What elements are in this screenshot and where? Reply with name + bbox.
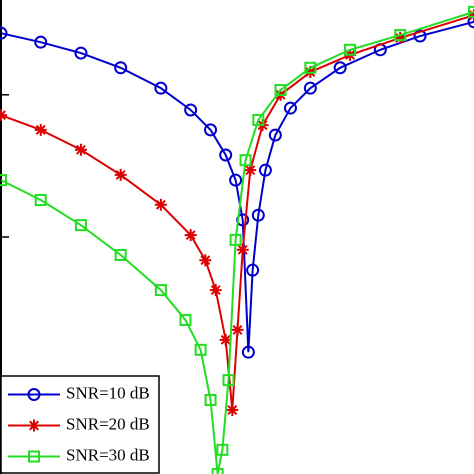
marker bbox=[246, 263, 260, 277]
marker bbox=[74, 143, 87, 156]
marker bbox=[209, 284, 222, 297]
legend-label: SNR=10 dB bbox=[66, 383, 150, 402]
marker bbox=[268, 128, 282, 142]
marker bbox=[154, 198, 167, 211]
legend: SNR=10 dB SNR=20 dB SNR=30 dB bbox=[0, 375, 160, 474]
marker bbox=[154, 284, 167, 297]
marker bbox=[154, 81, 168, 95]
legend-marker bbox=[27, 388, 41, 401]
marker bbox=[199, 254, 212, 267]
marker bbox=[0, 109, 7, 122]
marker bbox=[114, 61, 128, 75]
series-line bbox=[0, 10, 474, 474]
marker bbox=[34, 123, 47, 136]
marker bbox=[241, 345, 255, 359]
series-line bbox=[0, 14, 474, 411]
marker bbox=[216, 443, 229, 456]
marker bbox=[274, 84, 287, 97]
marker bbox=[34, 35, 48, 49]
marker bbox=[74, 46, 88, 60]
marker bbox=[394, 29, 407, 42]
marker bbox=[244, 164, 257, 177]
marker bbox=[252, 113, 265, 126]
legend-marker bbox=[28, 419, 40, 432]
marker bbox=[222, 374, 235, 387]
marker bbox=[114, 249, 127, 262]
marker bbox=[204, 123, 218, 137]
marker bbox=[194, 343, 207, 356]
marker bbox=[226, 404, 239, 417]
legend-marker bbox=[28, 450, 40, 463]
marker bbox=[304, 61, 317, 74]
marker bbox=[231, 323, 244, 336]
legend-label: SNR=20 dB bbox=[66, 414, 150, 433]
marker bbox=[179, 313, 192, 326]
marker bbox=[219, 148, 233, 162]
marker bbox=[236, 243, 249, 256]
marker bbox=[184, 103, 198, 117]
marker bbox=[467, 15, 474, 29]
marker bbox=[229, 173, 243, 187]
marker bbox=[303, 81, 317, 95]
marker bbox=[251, 208, 265, 222]
marker bbox=[114, 168, 127, 181]
series-line bbox=[0, 20, 474, 353]
marker bbox=[34, 194, 47, 207]
legend-label: SNR=30 dB bbox=[66, 445, 150, 464]
marker bbox=[413, 29, 427, 43]
marker bbox=[229, 233, 242, 246]
marker bbox=[333, 61, 347, 75]
marker bbox=[283, 101, 297, 115]
marker bbox=[394, 31, 407, 44]
marker bbox=[184, 229, 197, 242]
marker bbox=[0, 26, 8, 40]
marker bbox=[211, 468, 224, 474]
marker bbox=[219, 333, 232, 346]
marker bbox=[258, 163, 272, 177]
marker bbox=[74, 219, 87, 232]
marker bbox=[344, 43, 357, 56]
marker bbox=[468, 5, 474, 18]
marker bbox=[204, 394, 217, 407]
marker bbox=[239, 154, 252, 167]
marker bbox=[0, 174, 7, 187]
